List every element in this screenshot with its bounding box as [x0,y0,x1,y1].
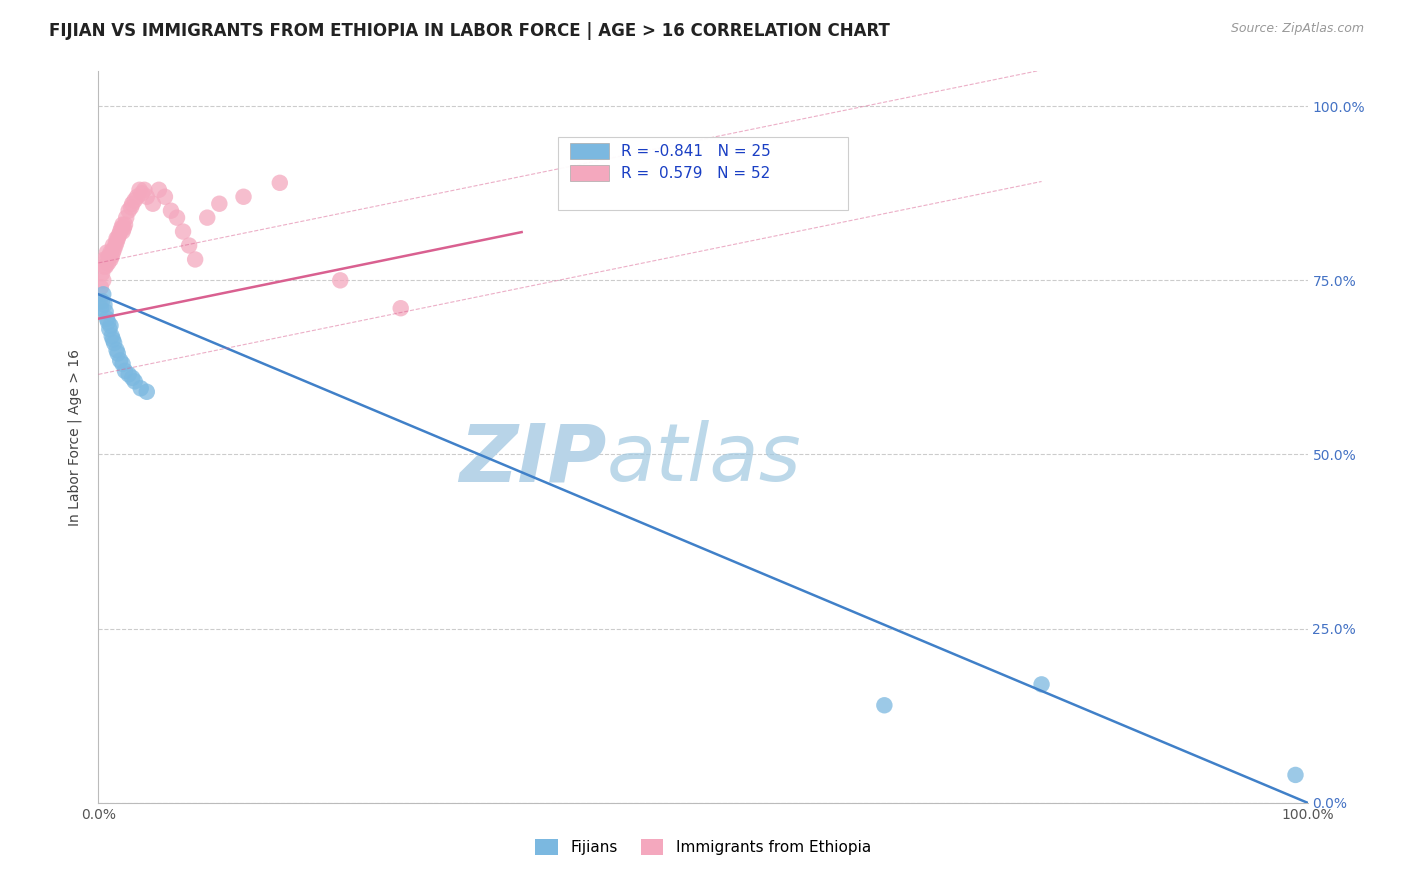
Point [96,245,118,260]
Point [118,368,141,382]
Point [1031,677,1053,691]
Text: FIJIAN VS IMMIGRANTS FROM ETHIOPIA IN LABOR FORCE | AGE > 16 CORRELATION CHART: FIJIAN VS IMMIGRANTS FROM ETHIOPIA IN LA… [49,22,890,40]
Point [179,238,201,252]
Point [127,190,149,204]
Point [93,260,115,274]
FancyBboxPatch shape [569,165,609,181]
Y-axis label: In Labor Force | Age > 16: In Labor Force | Age > 16 [67,349,83,525]
Point [153,190,176,204]
Point [166,211,188,225]
Point [105,235,128,249]
Point [98,322,121,336]
Point [160,203,183,218]
Point [91,287,114,301]
Point [135,190,157,204]
Point [108,353,131,368]
Point [91,266,114,280]
Legend: Fijians, Immigrants from Ethiopia: Fijians, Immigrants from Ethiopia [529,833,877,861]
Point [100,245,122,260]
Point [115,211,138,225]
Point [128,183,150,197]
Text: R =  0.579   N = 52: R = 0.579 N = 52 [621,166,770,180]
Point [91,294,114,309]
Point [101,333,124,347]
Text: R = -0.841   N = 25: R = -0.841 N = 25 [621,144,770,159]
Point [108,225,131,239]
Point [389,301,412,316]
Point [134,183,156,197]
Point [118,203,141,218]
Point [90,301,112,316]
Point [111,225,134,239]
Point [93,252,115,267]
Point [111,218,134,232]
Point [94,260,117,274]
Point [100,249,122,263]
Point [96,252,118,267]
Point [195,211,218,225]
Point [124,375,146,389]
Point [94,304,117,318]
Point [107,231,129,245]
FancyBboxPatch shape [558,137,848,211]
Point [97,315,120,329]
Point [142,196,165,211]
Point [103,242,125,256]
Text: ZIP: ZIP [458,420,606,498]
Point [208,196,231,211]
Point [131,186,153,201]
Point [111,357,134,371]
Point [103,336,125,351]
Point [107,346,129,360]
Point [104,238,127,252]
Point [232,190,254,204]
Point [93,298,115,312]
Point [172,225,194,239]
Text: Source: ZipAtlas.com: Source: ZipAtlas.com [1230,22,1364,36]
Point [91,273,114,287]
Point [114,364,136,378]
Point [101,238,124,252]
Point [121,371,143,385]
Point [873,698,896,713]
Point [112,221,135,235]
Point [269,176,291,190]
Point [121,196,143,211]
FancyBboxPatch shape [569,143,609,159]
Text: atlas: atlas [606,420,801,498]
Point [100,329,122,343]
Point [89,294,111,309]
Point [124,193,146,207]
Point [100,318,122,333]
Point [90,280,112,294]
Point [97,256,120,270]
Point [184,252,207,267]
Point [96,311,118,326]
Point [329,273,352,287]
Point [108,228,131,243]
Point [101,245,124,260]
Point [100,252,122,267]
Point [148,183,170,197]
Point [110,221,132,235]
Point [114,218,136,232]
Point [105,231,128,245]
Point [1284,768,1306,782]
Point [105,343,128,357]
Point [129,381,152,395]
Point [120,200,142,214]
Point [98,249,121,263]
Point [135,384,157,399]
